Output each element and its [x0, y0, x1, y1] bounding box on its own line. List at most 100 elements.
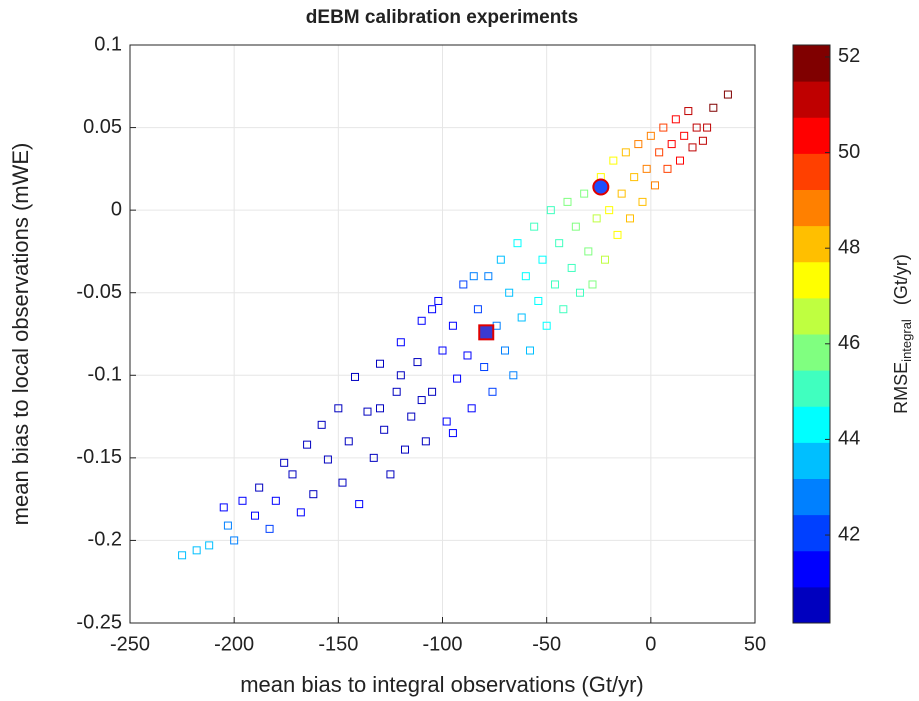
x-tick-label: -100 [422, 633, 462, 655]
y-tick-label: 0.05 [83, 116, 122, 138]
point [265, 524, 274, 533]
point [351, 372, 359, 381]
point [369, 453, 378, 462]
colorbar-tick-label: 42 [838, 523, 860, 545]
point [542, 321, 551, 330]
point [407, 412, 416, 421]
point [567, 263, 576, 272]
point [538, 255, 547, 264]
point [376, 404, 384, 413]
point [534, 296, 543, 305]
y-tick-label: -0.1 [88, 364, 122, 386]
x-tick-label: -150 [318, 633, 358, 655]
point [344, 437, 353, 446]
colorbar-band [793, 117, 830, 154]
point [238, 496, 247, 505]
x-tick-label: -200 [214, 633, 254, 655]
chart-title: dEBM calibration experiments [306, 7, 578, 28]
point [205, 541, 214, 550]
point [413, 358, 422, 367]
point [317, 420, 326, 429]
point [530, 222, 539, 231]
y-tick-label: -0.15 [76, 446, 122, 468]
colorbar-band [793, 586, 830, 624]
point [630, 173, 639, 182]
y-tick-label: 0.1 [94, 33, 122, 55]
point [521, 272, 530, 281]
point [453, 374, 462, 383]
x-tick-label: 50 [744, 633, 766, 655]
point [592, 214, 601, 223]
y-tick-label: -0.05 [76, 281, 122, 303]
colorbar-band [793, 225, 830, 263]
point [428, 305, 437, 314]
point [438, 346, 447, 355]
point [671, 115, 680, 124]
colorbar-tick-label: 52 [838, 45, 860, 67]
point [496, 255, 505, 264]
point [571, 222, 580, 231]
colorbar-tick-label: 48 [838, 236, 860, 258]
point [555, 239, 564, 248]
point [417, 396, 426, 405]
point [309, 490, 318, 499]
x-tick-label: -50 [532, 633, 561, 655]
point [621, 148, 630, 157]
point [605, 206, 614, 215]
colorbar-band [793, 297, 830, 335]
point [509, 371, 518, 380]
point [513, 239, 522, 248]
point [303, 440, 312, 449]
point [626, 214, 634, 223]
point [463, 351, 472, 360]
point [355, 500, 364, 509]
point [467, 404, 476, 413]
point [484, 272, 493, 281]
point [703, 123, 712, 132]
colorbar-tick-label: 50 [838, 141, 860, 163]
point [617, 189, 626, 198]
colorbar-tick-label: 44 [838, 428, 860, 450]
point [280, 458, 289, 467]
point [698, 136, 707, 145]
point [613, 230, 622, 239]
point [230, 536, 239, 545]
point [417, 316, 426, 325]
point [323, 455, 332, 464]
x-axis-label: mean bias to integral observations (Gt/y… [240, 672, 644, 697]
point [434, 296, 443, 305]
point [723, 90, 732, 99]
point [584, 247, 593, 256]
y-tick-label: -0.2 [88, 529, 122, 551]
colorbar-band [793, 550, 830, 588]
point [401, 445, 409, 454]
colorbar-band [793, 334, 830, 371]
x-tick-label: 0 [645, 633, 656, 655]
point [663, 164, 672, 173]
colorbar-band [793, 189, 830, 227]
point [334, 404, 343, 413]
point [428, 387, 437, 396]
colorbar-band [793, 478, 830, 516]
colorbar-label-sub: integral [899, 319, 914, 362]
point [448, 429, 457, 438]
point [255, 483, 264, 492]
colorbar-band [793, 370, 830, 407]
point [551, 280, 559, 289]
point [386, 470, 395, 479]
point [488, 387, 497, 396]
point [442, 417, 451, 426]
highlight-square [478, 324, 495, 341]
point [688, 143, 697, 152]
point [223, 521, 232, 530]
point [601, 255, 609, 264]
colorbar-label: RMSEintegral (Gt/yr) [891, 254, 915, 414]
point [178, 551, 187, 560]
point [448, 321, 457, 330]
point [505, 288, 514, 297]
point [392, 387, 401, 396]
point [655, 148, 664, 157]
point [396, 338, 405, 347]
colorbar-tick-label: 46 [838, 332, 860, 354]
